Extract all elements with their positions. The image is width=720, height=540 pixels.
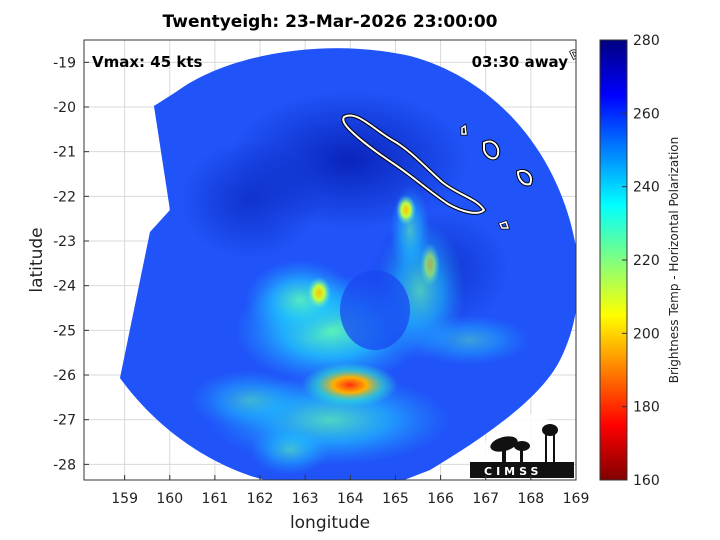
colorbar-tick-label: 200	[633, 326, 660, 342]
x-tick-label: 166	[427, 491, 454, 507]
y-tick-label: -22	[53, 189, 76, 205]
x-tick-label: 165	[382, 491, 409, 507]
vmax-label: Vmax: 45 kts	[92, 53, 202, 71]
x-tick-label: 162	[247, 491, 274, 507]
y-tick-label: -20	[53, 100, 76, 116]
y-tick-label: -26	[53, 368, 76, 384]
colorbar-tick-label: 280	[633, 33, 660, 49]
y-tick-label: -19	[53, 55, 76, 71]
colorbar-label: Brightness Temp - Horizontal Polarizatio…	[667, 137, 681, 384]
y-tick-label: -21	[53, 145, 76, 161]
colorbar-tick-label: 180	[633, 400, 660, 416]
y-tick-label: -28	[53, 457, 76, 473]
colorbar-ticks: 280 260 240 220 200 180 160	[622, 33, 660, 489]
x-axis-ticks: 159 160 161 162 163 164 165 166 167 168 169	[111, 475, 589, 507]
y-axis-ticks: -19 -20 -21 -22 -23 -24 -25 -26 -27 -28	[53, 55, 89, 473]
away-label: 03:30 away	[472, 53, 569, 71]
x-tick-label: 163	[292, 491, 319, 507]
y-axis-label: latitude	[27, 227, 47, 292]
chart-title: Twentyeigh: 23-Mar-2026 23:00:00	[162, 12, 498, 32]
x-tick-label: 168	[517, 491, 544, 507]
x-tick-label: 164	[337, 491, 364, 507]
y-tick-label: -23	[53, 234, 76, 250]
colorbar-tick-label: 260	[633, 106, 660, 122]
brightness-temp-image	[120, 48, 576, 480]
x-tick-label: 159	[111, 491, 138, 507]
x-tick-label: 167	[472, 491, 499, 507]
x-tick-label: 169	[563, 491, 590, 507]
colorbar-tick-label: 160	[633, 473, 660, 489]
x-axis-label: longitude	[290, 513, 370, 533]
coastline	[341, 49, 576, 230]
logo-text: CIMSS	[484, 465, 542, 478]
plot-border	[83, 39, 577, 481]
cimss-logo: CIMSS	[470, 414, 574, 480]
y-tick-label: -27	[53, 413, 76, 429]
y-tick-label: -25	[53, 323, 76, 339]
colorbar-tick-label: 240	[633, 180, 660, 196]
x-tick-label: 161	[202, 491, 229, 507]
colorbar-tick-label: 220	[633, 253, 660, 269]
x-tick-label: 160	[156, 491, 183, 507]
y-tick-label: -24	[53, 279, 76, 295]
